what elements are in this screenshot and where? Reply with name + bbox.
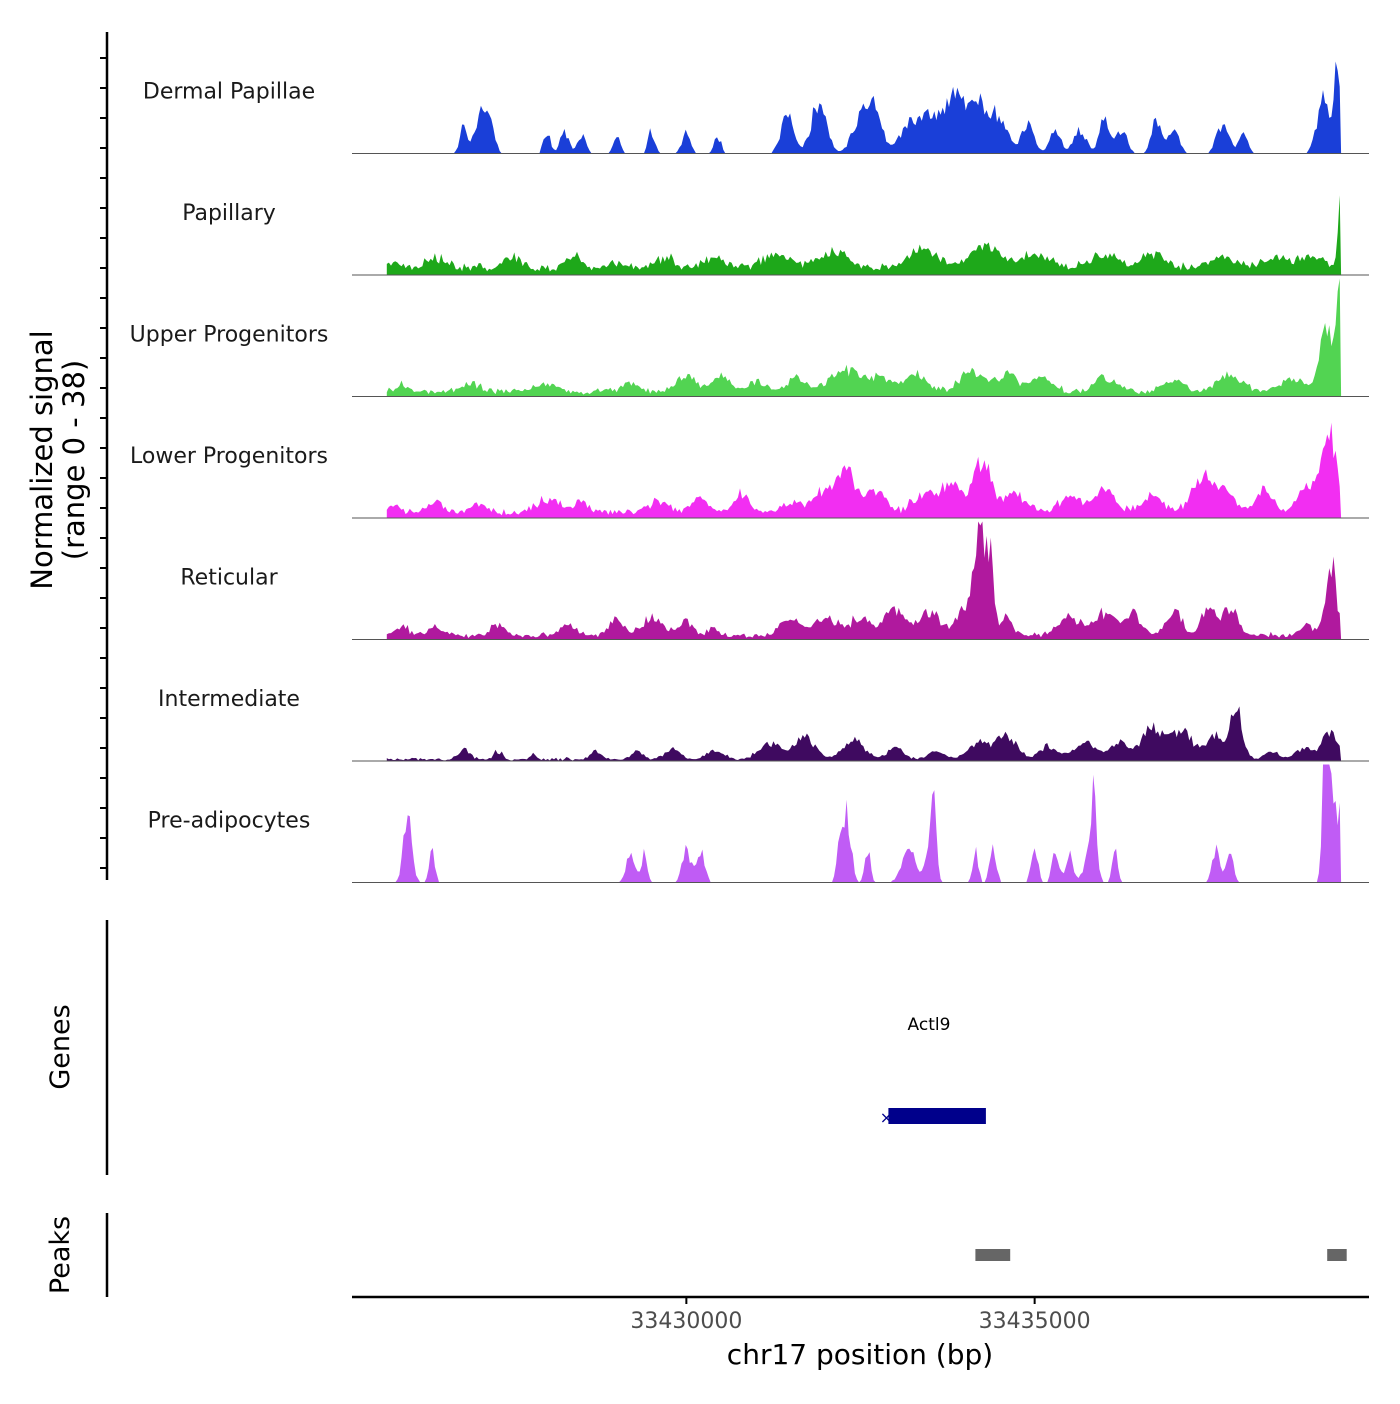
track-label: Dermal Papillae bbox=[143, 80, 315, 105]
signal-area bbox=[386, 61, 1342, 154]
x-axis: chr17 position (bp) 33430000 33435000 bbox=[352, 1295, 1369, 1371]
gene-strand-marker: × bbox=[880, 1108, 893, 1127]
x-tick-label: 33430000 bbox=[630, 1309, 742, 1334]
track-lower-progenitors: Lower Progenitors bbox=[130, 422, 1369, 519]
signal-panel: Dermal Papillae Papillary Upper Progenitor… bbox=[130, 61, 1369, 883]
track-label: Reticular bbox=[180, 566, 278, 591]
gene-label-actl9: Actl9 bbox=[908, 1015, 951, 1035]
track-papillary: Papillary bbox=[182, 195, 1369, 276]
genes-panel-label: Genes bbox=[45, 1004, 76, 1089]
track-label: Intermediate bbox=[158, 687, 300, 712]
signal-area bbox=[386, 422, 1342, 518]
signal-area bbox=[386, 706, 1342, 761]
peaks-panel-label: Peaks bbox=[45, 1216, 76, 1294]
x-axis-title: chr17 position (bp) bbox=[727, 1338, 993, 1371]
track-reticular: Reticular bbox=[180, 521, 1369, 640]
gene-model-actl9 bbox=[888, 1108, 986, 1124]
track-label: Upper Progenitors bbox=[130, 323, 329, 348]
y-axis-title-line1: Normalized signal bbox=[25, 330, 59, 589]
peaks-panel: Peaks bbox=[45, 1213, 1347, 1297]
peak-region bbox=[1327, 1249, 1347, 1261]
signal-area bbox=[386, 195, 1342, 275]
signal-area bbox=[386, 278, 1342, 397]
track-pre-adipocytes: Pre-adipocytes bbox=[148, 764, 1369, 883]
track-dermal-papillae: Dermal Papillae bbox=[143, 61, 1369, 154]
signal-y-axis bbox=[100, 32, 109, 880]
signal-area bbox=[386, 521, 1342, 640]
y-axis-title-line2: (range 0 - 38) bbox=[57, 360, 91, 560]
peak-region bbox=[975, 1249, 1011, 1261]
track-upper-progenitors: Upper Progenitors bbox=[130, 278, 1369, 397]
track-intermediate: Intermediate bbox=[158, 687, 1369, 762]
genes-panel: Genes Actl9 × bbox=[45, 920, 986, 1175]
track-label: Pre-adipocytes bbox=[148, 809, 311, 834]
track-label: Lower Progenitors bbox=[130, 444, 328, 469]
x-tick-label: 33435000 bbox=[979, 1309, 1091, 1334]
signal-area bbox=[386, 764, 1342, 883]
track-label: Papillary bbox=[182, 201, 276, 226]
